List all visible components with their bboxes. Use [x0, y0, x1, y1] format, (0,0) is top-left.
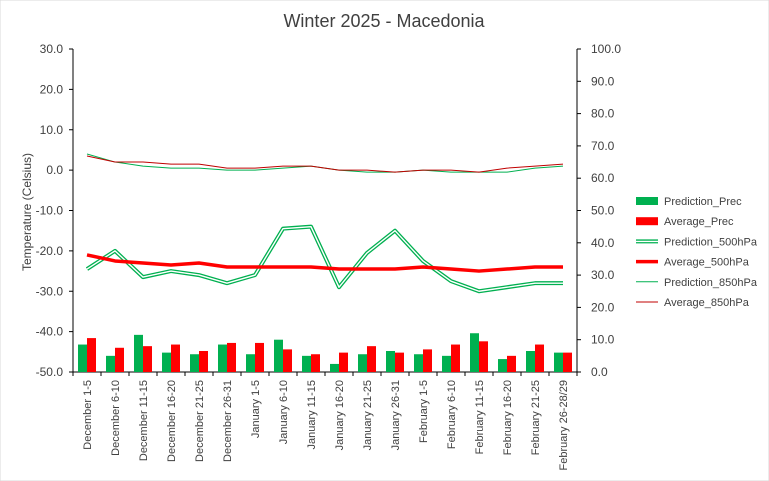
bar-prediction-prec: [442, 355, 451, 372]
legend-label: Average_850hPa: [664, 297, 750, 309]
x-tick-label: February 1-5: [418, 380, 430, 443]
x-tick-label: December 11-15: [138, 380, 150, 461]
bar-average-prec: [395, 352, 404, 372]
bar-average-prec: [227, 342, 236, 372]
bar-prediction-prec: [218, 344, 227, 372]
x-tick-label: January 21-25: [362, 380, 374, 450]
bar-prediction-prec: [498, 359, 507, 372]
y-tick-label-right: 20.0: [591, 300, 615, 314]
bar-average-prec: [563, 352, 572, 372]
bar-average-prec: [143, 346, 152, 372]
chart-title: Winter 2025 - Macedonia: [283, 11, 485, 31]
y-tick-label-left: -30.0: [36, 284, 64, 298]
bar-prediction-prec: [190, 354, 199, 372]
y-tick-label-left: -20.0: [36, 244, 64, 258]
bar-prediction-prec: [554, 352, 563, 372]
y-tick-label-right: 100.0: [591, 42, 621, 56]
x-tick-label: December 6-10: [110, 380, 122, 456]
y-tick-label-left: -50.0: [36, 365, 64, 379]
bar-prediction-prec: [358, 354, 367, 372]
legend-label: Prediction_850hPa: [664, 277, 758, 289]
line-average-500hpa: [86, 253, 563, 273]
bar-average-prec: [115, 347, 124, 372]
line-prediction-500hpa-inner: [86, 225, 563, 292]
y-tick-label-right: 80.0: [591, 107, 615, 121]
plot-area: 30.0 20.0 10.0 0.0 -10.0 -20.0 -30.0 -40.0 -50.0…: [36, 42, 622, 471]
bar-prediction-prec: [246, 354, 255, 372]
x-tick-label: December 16-20: [166, 380, 178, 462]
bar-average-prec: [283, 349, 292, 372]
bar-average-prec: [339, 352, 348, 372]
bar-prediction-prec: [330, 363, 339, 372]
legend: Prediction_Prec Average_Prec Prediction_50…: [636, 196, 758, 309]
y-tick-label-right: 70.0: [591, 139, 615, 153]
bar-average-prec: [507, 355, 516, 372]
y-tick-label-left: 10.0: [40, 123, 64, 137]
bar-average-prec: [199, 351, 208, 372]
x-tick-label: January 26-31: [390, 380, 402, 450]
y-tick-label-right: 30.0: [591, 268, 615, 282]
line-average-850hpa: [86, 155, 564, 173]
bar-prediction-prec: [470, 333, 479, 372]
y-tick-label-right: 40.0: [591, 236, 615, 250]
y-axis-label: Temperature (Celsius): [20, 153, 34, 271]
x-tick-label: December 26-31: [222, 380, 234, 462]
y-tick-label-left: -10.0: [36, 204, 64, 218]
y-tick-label-left: -40.0: [36, 325, 64, 339]
legend-label: Prediction_Prec: [664, 196, 742, 208]
y-tick-label-right: 0.0: [591, 365, 608, 379]
legend-swatch-prediction-prec: [636, 197, 658, 205]
y-tick-label-right: 50.0: [591, 204, 615, 218]
bar-average-prec: [87, 338, 96, 372]
y-tick-label-right: 10.0: [591, 333, 615, 347]
bar-average-prec: [535, 344, 544, 372]
x-tick-label: January 6-10: [278, 380, 290, 444]
x-tick-label: February 16-20: [502, 380, 514, 455]
y-tick-label-left: 30.0: [40, 42, 64, 56]
bar-prediction-prec: [526, 351, 535, 372]
bar-prediction-prec: [414, 354, 423, 372]
x-tick-label: December 21-25: [194, 380, 206, 462]
bar-prediction-prec: [106, 355, 115, 372]
bar-average-prec: [255, 342, 264, 372]
bar-prediction-prec: [386, 351, 395, 372]
x-tick-label: December 1-5: [82, 380, 94, 450]
x-tick-label: February 21-25: [530, 380, 542, 455]
legend-label: Average_Prec: [664, 216, 734, 228]
x-tick-label: January 1-5: [250, 380, 262, 438]
x-tick-label: January 16-20: [334, 380, 346, 450]
x-tick-label: February 11-15: [474, 380, 486, 454]
x-tick-label: February 6-10: [446, 380, 458, 449]
legend-swatch-average-prec: [636, 217, 658, 226]
y-tick-label-right: 90.0: [591, 74, 615, 88]
x-tick-label: January 11-15: [306, 380, 318, 450]
bar-prediction-prec: [302, 355, 311, 372]
bar-average-prec: [451, 344, 460, 372]
bar-average-prec: [171, 344, 180, 372]
legend-label: Prediction_500hPa: [664, 236, 758, 248]
bar-prediction-prec: [78, 344, 87, 372]
y-tick-label-right: 60.0: [591, 171, 615, 185]
bar-prediction-prec: [134, 334, 143, 372]
bar-average-prec: [423, 349, 432, 372]
x-tick-label: February 26-28/29: [558, 380, 570, 471]
bar-average-prec: [479, 341, 488, 372]
y-tick-label-left: 0.0: [46, 163, 63, 177]
bar-average-prec: [311, 354, 320, 372]
bar-prediction-prec: [162, 352, 171, 372]
bar-average-prec: [367, 346, 376, 372]
bar-prediction-prec: [274, 339, 283, 372]
y-tick-label-left: 20.0: [40, 82, 64, 96]
legend-label: Average_500hPa: [664, 257, 750, 269]
